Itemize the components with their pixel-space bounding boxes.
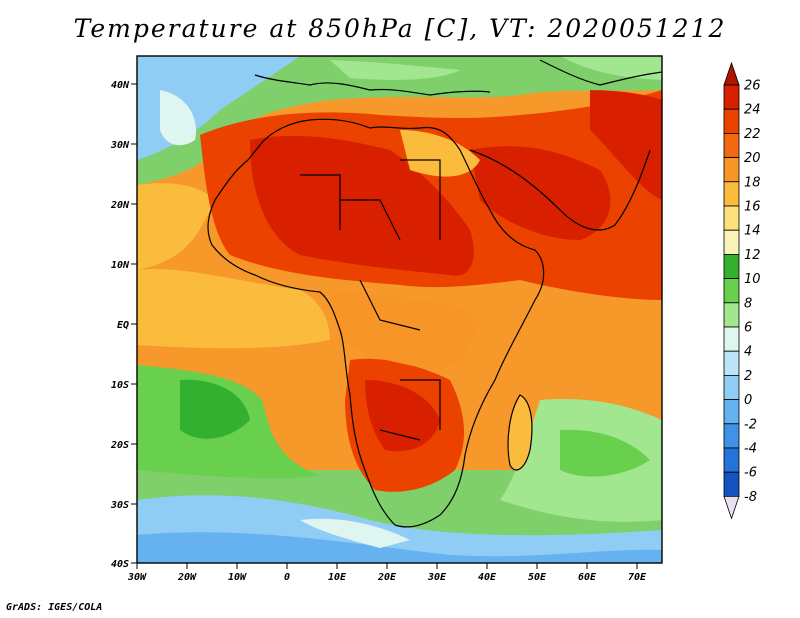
grads-credit: GrADS: IGES/COLA <box>6 602 103 613</box>
lat-label: 10N <box>111 260 130 271</box>
colorbar-label: 2 <box>744 369 752 384</box>
colorbar-swatch <box>723 181 740 207</box>
lon-label: 20W <box>177 572 197 583</box>
colorbar-swatch <box>723 447 740 473</box>
colorbar-swatch <box>723 399 740 425</box>
colorbar-swatch <box>723 253 740 279</box>
colorbar-swatch <box>723 350 740 376</box>
colorbar-label: 24 <box>744 103 761 118</box>
colorbar-label: -8 <box>744 490 757 505</box>
chart-title: Temperature at 850hPa [C], VT: 202005121… <box>73 14 727 43</box>
lon-label: 70E <box>628 572 647 583</box>
lon-label: 30E <box>427 572 447 583</box>
map-frame <box>136 55 663 564</box>
temperature-field <box>137 56 662 563</box>
colorbar-top-arrow <box>723 61 740 86</box>
colorbar-bottom-arrow <box>723 495 740 520</box>
colorbar-label: 16 <box>744 200 761 215</box>
colorbar-label: 6 <box>744 321 752 336</box>
lat-label: 20N <box>110 200 130 211</box>
lon-axis <box>136 563 638 569</box>
lat-tick-labels: 40N 30N 20N 10N EQ 10S 20S 30S 40S <box>110 80 130 570</box>
colorbar-label: -2 <box>744 417 757 432</box>
colorbar-swatch <box>723 374 740 400</box>
lat-label: 30S <box>110 500 129 511</box>
lon-label: 10E <box>328 572 347 583</box>
lon-label: 40E <box>478 572 497 583</box>
lat-label: 40N <box>111 80 130 91</box>
colorbar-label: 4 <box>744 345 752 360</box>
colorbar-label: 20 <box>744 151 761 166</box>
colorbar-label: 22 <box>744 127 761 142</box>
colorbar-swatch <box>723 471 740 497</box>
colorbar-swatch <box>723 84 740 110</box>
lat-label: 10S <box>111 380 129 391</box>
colorbar-swatch <box>723 302 740 328</box>
colorbar-swatch <box>723 278 740 304</box>
lon-label: 60E <box>578 572 597 583</box>
colorbar-swatch <box>723 157 740 183</box>
colorbar-swatch <box>723 326 740 352</box>
colorbar-label: 10 <box>744 272 761 287</box>
lon-label: 50E <box>528 572 547 583</box>
lat-label: 20S <box>110 440 129 451</box>
colorbar-swatch <box>723 108 740 134</box>
colorbar-swatch <box>723 205 740 231</box>
colorbar-label: -6 <box>744 466 757 481</box>
colorbar-label: 26 <box>744 79 761 94</box>
lat-axis <box>131 83 137 564</box>
lon-label: 20E <box>377 572 397 583</box>
lat-label: EQ <box>117 320 129 331</box>
lon-tick-labels: 30W 20W 10W 0 10E 20E 30E 40E 50E 60E 70… <box>127 572 647 583</box>
colorbar-label: 8 <box>744 296 752 311</box>
lon-label: 30W <box>127 572 147 583</box>
colorbar-label: 12 <box>744 248 761 263</box>
lon-label: 10W <box>228 572 247 583</box>
colorbar-swatch <box>723 229 740 255</box>
colorbar-label: 14 <box>744 224 761 239</box>
lat-label: 40S <box>111 559 129 570</box>
coastlines <box>207 59 662 528</box>
lat-label: 30N <box>110 140 130 151</box>
colorbar-label: 0 <box>744 393 752 408</box>
colorbar-swatch <box>723 132 740 158</box>
lon-label: 0 <box>284 572 290 583</box>
colorbar-swatch <box>723 423 740 449</box>
colorbar-label: 18 <box>744 175 761 190</box>
colorbar-label: -4 <box>744 442 757 457</box>
